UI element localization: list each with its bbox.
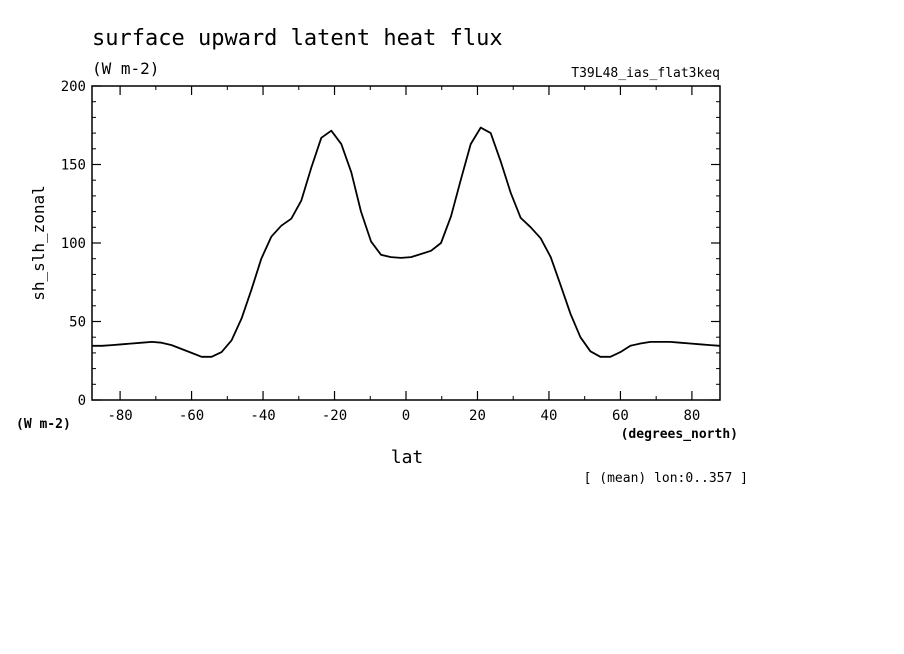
x-tick-label: -80: [107, 408, 132, 424]
x-tick-label: 40: [541, 408, 558, 424]
footnote: [ (mean) lon:0..357 ]: [584, 471, 748, 486]
x-axis: -80 -60 -40 -20 0 20 40 60 80: [107, 86, 700, 424]
chart-title: surface upward latent heat flux: [92, 26, 503, 51]
y-axis: 0 50 100 150 200: [61, 79, 720, 409]
x-tick-label: -60: [179, 408, 204, 424]
x-tick-label: 80: [683, 408, 700, 424]
y-axis-label: sh_slh_zonal: [29, 185, 48, 301]
x-axis-label: lat: [391, 447, 424, 468]
zonal-mean-line: [92, 126, 721, 358]
x-axis-units: (degrees_north): [621, 427, 738, 442]
x-tick-label: -20: [322, 408, 347, 424]
plot-frame: [91, 85, 721, 401]
y-tick-label: 50: [69, 315, 86, 331]
y-tick-label: 100: [61, 236, 86, 252]
y-axis-units: (W m-2): [16, 417, 71, 432]
plot-area: 0 50 100 150 200 -80 -60 -40 -20 0 20 40 60 80: [61, 79, 721, 424]
x-tick-label: 60: [612, 408, 629, 424]
x-tick-label: 0: [402, 408, 410, 424]
y-tick-label: 150: [61, 158, 86, 174]
x-tick-label: -40: [250, 408, 275, 424]
run-label: T39L48_ias_flat3keq: [571, 66, 720, 81]
y-tick-label: 200: [61, 79, 86, 95]
chart-subtitle: (W m-2): [92, 59, 159, 78]
y-tick-label: 0: [78, 393, 86, 409]
x-tick-label: 20: [469, 408, 486, 424]
